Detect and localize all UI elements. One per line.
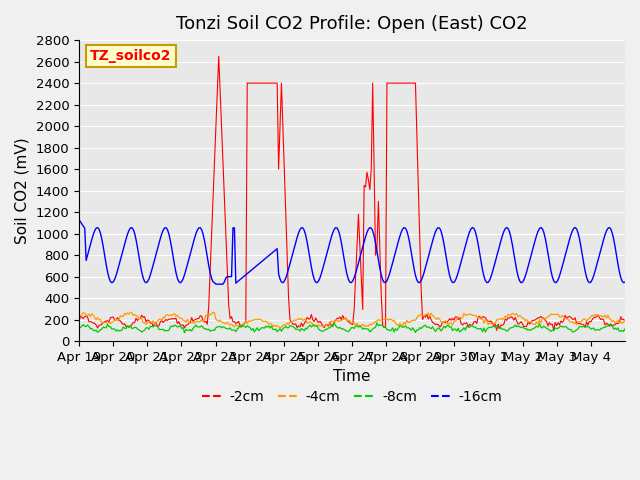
Legend: -2cm, -4cm, -8cm, -16cm: -2cm, -4cm, -8cm, -16cm bbox=[196, 384, 508, 409]
Y-axis label: Soil CO2 (mV): Soil CO2 (mV) bbox=[15, 137, 30, 244]
Title: Tonzi Soil CO2 Profile: Open (East) CO2: Tonzi Soil CO2 Profile: Open (East) CO2 bbox=[176, 15, 528, 33]
Text: TZ_soilco2: TZ_soilco2 bbox=[90, 49, 172, 63]
X-axis label: Time: Time bbox=[333, 370, 371, 384]
